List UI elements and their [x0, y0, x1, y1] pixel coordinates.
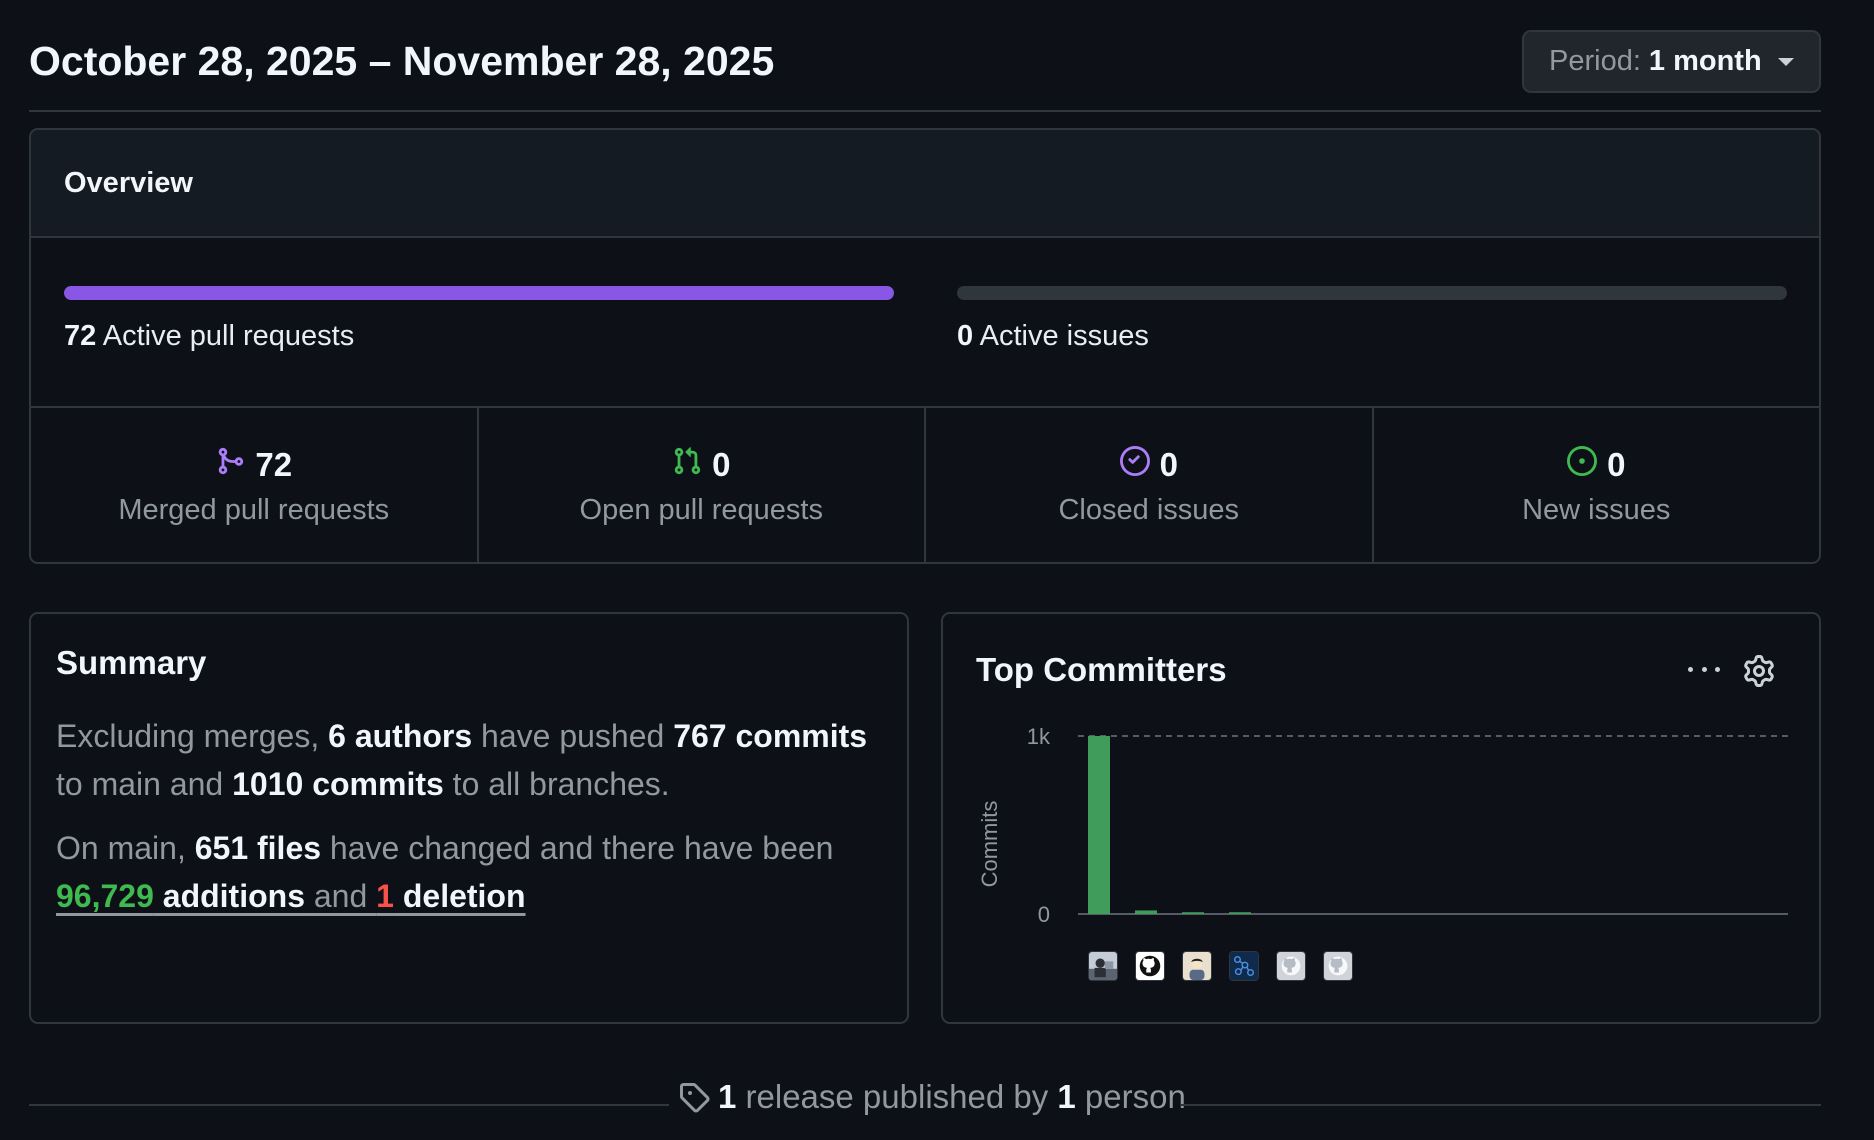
commit-bar[interactable] — [1229, 912, 1251, 914]
github-default-avatar-icon[interactable] — [1323, 951, 1353, 981]
summary-text: Excluding merges, — [56, 718, 329, 754]
open-pr-label: Open pull requests — [579, 493, 823, 526]
deletions-label: deletion — [393, 878, 526, 914]
stat-new-issues[interactable]: 0 New issues — [1374, 408, 1820, 562]
release-people-count: 1 — [1057, 1078, 1076, 1115]
summary-text: have changed and there have been — [321, 830, 834, 866]
period-label: Period: — [1549, 45, 1641, 77]
caret-down-icon — [1778, 58, 1794, 66]
changes-link[interactable]: 96,729 additions and 1 deletion — [56, 878, 526, 914]
new-issue-icon — [1567, 445, 1598, 484]
summary-text: and — [304, 878, 377, 914]
closed-issues-label: Closed issues — [1058, 493, 1240, 526]
date-range-title: October 28, 2025 – November 28, 2025 — [29, 38, 775, 84]
commit-bar[interactable] — [1135, 910, 1157, 914]
committer-avatar-3[interactable] — [1182, 951, 1212, 981]
committer-avatars — [1088, 951, 1353, 981]
overview-title: Overview — [31, 130, 1819, 238]
period-dropdown[interactable]: Period: 1 month — [1522, 30, 1821, 93]
summary-text: On main, — [56, 830, 195, 866]
summary-text: to main and — [56, 766, 233, 802]
tag-icon — [680, 1083, 710, 1113]
committer-avatar-4[interactable] — [1229, 951, 1259, 981]
divider — [29, 1104, 669, 1106]
github-default-avatar-icon[interactable] — [1276, 951, 1306, 981]
page-header: October 28, 2025 – November 28, 2025 Per… — [29, 28, 1821, 112]
top-committers-chart: Commits 1k 0 — [977, 724, 1788, 924]
overview-stats: 72 Merged pull requests 0 Open pull requ… — [31, 408, 1820, 562]
top-committers-title: Top Committers — [976, 651, 1227, 688]
release-text: person — [1075, 1078, 1186, 1115]
summary-changes-text: On main, 651 files have changed and ther… — [56, 824, 882, 920]
new-issues-count: 0 — [1607, 445, 1626, 483]
summary-title: Summary — [56, 644, 207, 681]
main-commits-count[interactable]: 767 commits — [673, 718, 868, 754]
release-text: release published by — [736, 1078, 1058, 1115]
commit-bar[interactable] — [1088, 736, 1110, 914]
additions-label: additions — [153, 878, 305, 914]
active-issues-count: 0 — [957, 320, 974, 352]
closed-issues-count: 0 — [1159, 445, 1178, 483]
closed-issue-icon — [1119, 445, 1150, 484]
overview-bars: 72 Active pull requests 0 Active issues — [31, 238, 1819, 408]
gear-icon[interactable] — [1743, 655, 1775, 687]
pull-requests-bar[interactable] — [64, 286, 894, 300]
issues-bar[interactable] — [957, 286, 1787, 300]
active-pull-requests-count: 72 — [64, 320, 97, 352]
overview-panel: Overview 72 Active pull requests 0 Activ… — [29, 128, 1821, 564]
github-octocat-icon[interactable] — [1135, 951, 1165, 981]
y-axis-label: Commits — [977, 801, 1002, 888]
committer-avatar-1[interactable] — [1088, 951, 1118, 981]
divider — [1181, 1104, 1821, 1106]
authors-count[interactable]: 6 authors — [328, 718, 473, 754]
release-summary[interactable]: 1 release published by 1 person — [678, 1078, 1186, 1116]
top-committers-panel: Top Committers Commits 1k 0 — [941, 612, 1821, 1024]
active-issues-label[interactable]: 0 Active issues — [957, 320, 1149, 353]
additions-count: 96,729 — [56, 878, 154, 914]
merged-pr-count: 72 — [255, 445, 293, 483]
more-options-icon[interactable] — [1684, 654, 1724, 684]
active-pull-requests-label[interactable]: 72 Active pull requests — [64, 320, 354, 353]
summary-text: to all branches. — [443, 766, 670, 802]
active-issues-text: Active issues — [979, 320, 1149, 352]
pull-requests-bar-fill — [64, 286, 894, 300]
merged-pr-icon — [215, 446, 245, 484]
summary-text: have pushed — [472, 718, 674, 754]
merged-pr-label: Merged pull requests — [118, 493, 390, 526]
period-value: 1 month — [1648, 45, 1762, 77]
y-tick-label: 1k — [1027, 724, 1051, 749]
summary-panel: Summary Excluding merges, 6 authors have… — [29, 612, 909, 1024]
summary-commits-text: Excluding merges, 6 authors have pushed … — [56, 712, 882, 808]
deletions-count: 1 — [376, 878, 394, 914]
release-footer: 1 release published by 1 person — [29, 1078, 1821, 1118]
commit-bar[interactable] — [1182, 912, 1204, 914]
open-pr-icon — [672, 446, 702, 484]
release-count: 1 — [718, 1078, 737, 1115]
stat-closed-issues[interactable]: 0 Closed issues — [926, 408, 1374, 562]
stat-merged-pull-requests[interactable]: 72 Merged pull requests — [31, 408, 479, 562]
stat-open-pull-requests[interactable]: 0 Open pull requests — [479, 408, 926, 562]
new-issues-label: New issues — [1522, 493, 1671, 526]
y-tick-label: 0 — [1038, 902, 1050, 924]
active-pull-requests-text: Active pull requests — [102, 320, 355, 352]
open-pr-count: 0 — [712, 445, 731, 483]
all-branches-commits-count[interactable]: 1010 commits — [232, 766, 444, 802]
files-changed-count[interactable]: 651 files — [194, 830, 322, 866]
